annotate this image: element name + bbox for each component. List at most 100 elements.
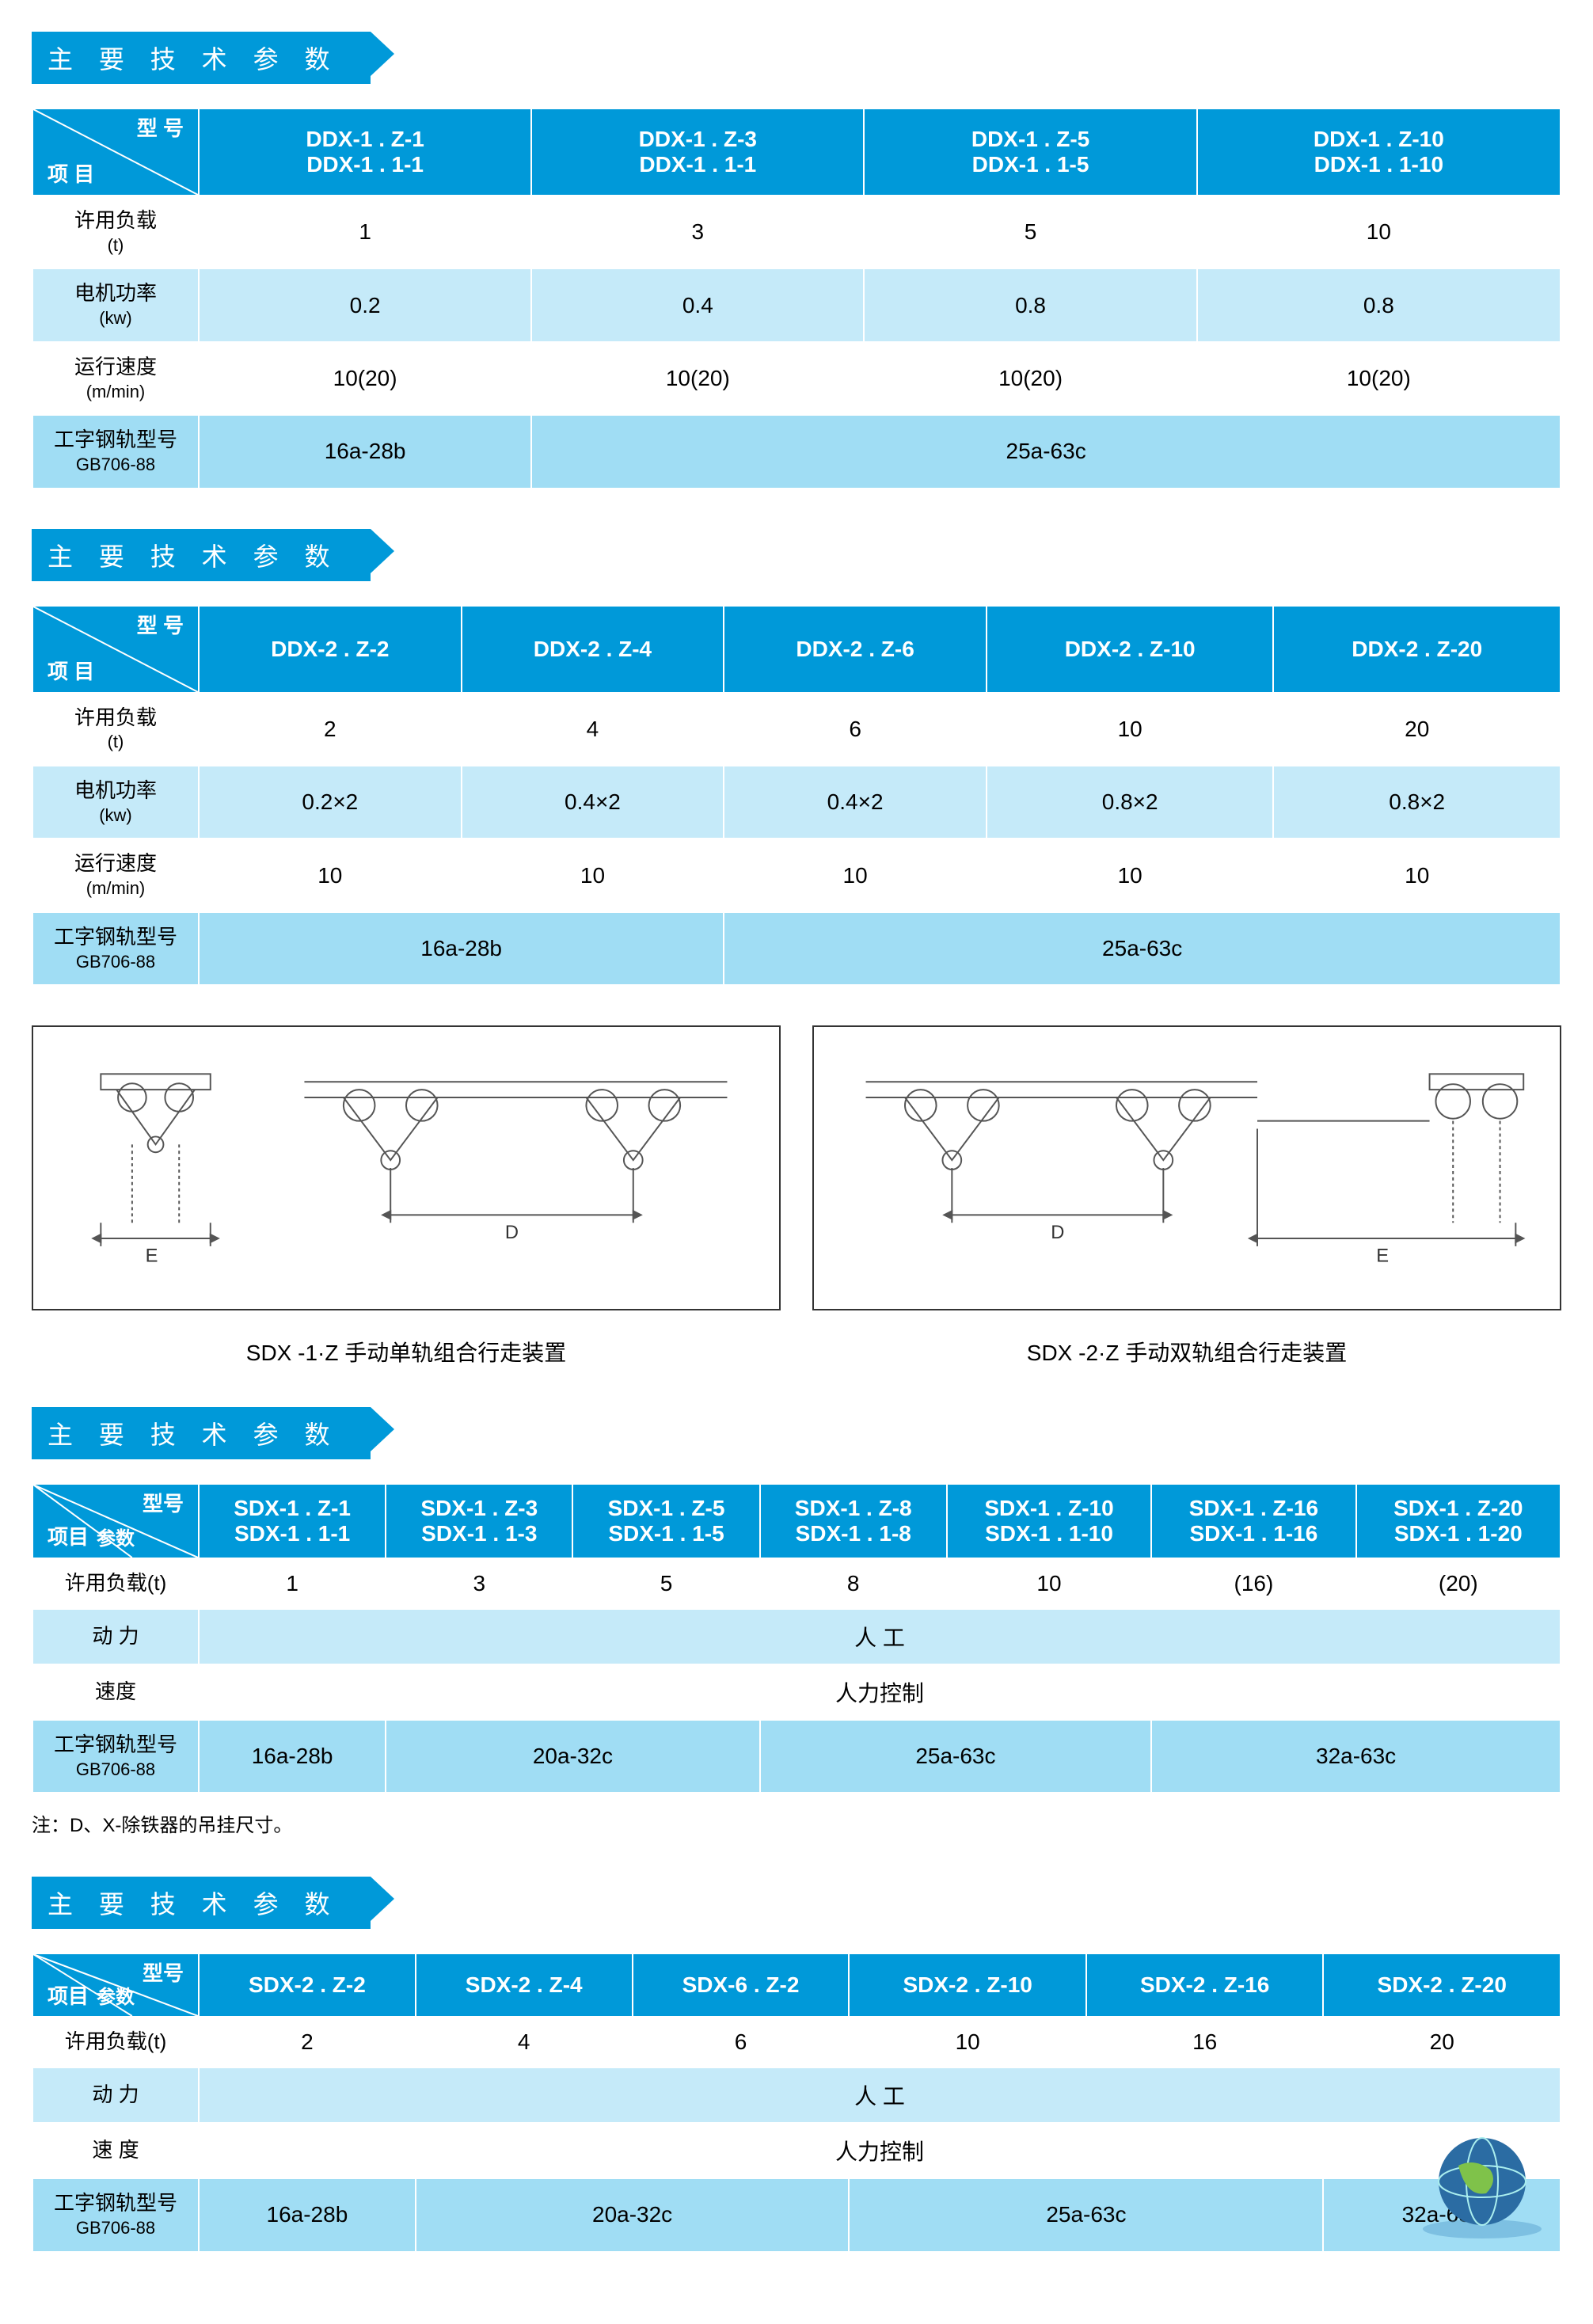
cell: 0.4×2 bbox=[462, 766, 724, 839]
spec-table-1: 型 号 项 目 DDX-1 . Z-1DDX-1 . 1-1 DDX-1 . Z… bbox=[32, 108, 1561, 489]
section-title-2: 主 要 技 术 参 数 bbox=[32, 529, 371, 581]
cell: 1 bbox=[199, 196, 531, 268]
param-label: 速 度 bbox=[32, 2123, 199, 2178]
param-label: 工字钢轨型号GB706-88 bbox=[32, 912, 199, 985]
col-header: SDX-1 . Z-5SDX-1 . 1-5 bbox=[572, 1484, 759, 1558]
cell: 16a-28b bbox=[199, 1720, 386, 1793]
cell: 32a-63c bbox=[1151, 1720, 1561, 1793]
cell: 10 bbox=[987, 693, 1274, 766]
cell: 2 bbox=[199, 693, 462, 766]
cell: 10(20) bbox=[531, 342, 864, 415]
diag-top-label: 型 号 bbox=[137, 116, 184, 143]
cell: 0.2×2 bbox=[199, 766, 462, 839]
cell: 10 bbox=[849, 2017, 1086, 2067]
cell: 人力控制 bbox=[199, 1664, 1561, 1720]
cell: 4 bbox=[416, 2017, 633, 2067]
diag-mid-label: 参数 bbox=[97, 1985, 135, 2010]
cell: 0.8×2 bbox=[1273, 766, 1561, 839]
cell: 0.8 bbox=[864, 268, 1196, 341]
cell: 10 bbox=[724, 839, 987, 911]
cell: 4 bbox=[462, 693, 724, 766]
col-header: SDX-1 . Z-20SDX-1 . 1-20 bbox=[1356, 1484, 1561, 1558]
cell: 20a-32c bbox=[416, 2178, 850, 2251]
param-label: 电机功率(kw) bbox=[32, 766, 199, 839]
col-header: SDX-1 . Z-1SDX-1 . 1-1 bbox=[199, 1484, 386, 1558]
cell: 10(20) bbox=[199, 342, 531, 415]
col-header: SDX-1 . Z-10SDX-1 . 1-10 bbox=[947, 1484, 1151, 1558]
param-label: 运行速度(m/min) bbox=[32, 839, 199, 911]
cell: 0.2 bbox=[199, 268, 531, 341]
cell: 0.8 bbox=[1197, 268, 1561, 341]
cell: 5 bbox=[864, 196, 1196, 268]
col-header: DDX-2 . Z-4 bbox=[462, 606, 724, 693]
cell: 10 bbox=[947, 1558, 1151, 1609]
cell: 16a-28b bbox=[199, 415, 531, 488]
svg-text:E: E bbox=[146, 1246, 158, 1267]
col-header: DDX-1 . Z-5DDX-1 . 1-5 bbox=[864, 108, 1196, 196]
col-header: SDX-6 . Z-2 bbox=[633, 1953, 850, 2017]
col-header: DDX-1 . Z-3DDX-1 . 1-1 bbox=[531, 108, 864, 196]
diagram-caption-right: SDX -2·Z 手动双轨组合行走装置 bbox=[812, 1336, 1561, 1367]
col-header: SDX-2 . Z-10 bbox=[849, 1953, 1086, 2017]
diagram-left: E D bbox=[32, 1025, 781, 1310]
cell: 2 bbox=[199, 2017, 416, 2067]
globe-icon bbox=[1419, 2118, 1545, 2245]
col-header: DDX-2 . Z-20 bbox=[1273, 606, 1561, 693]
cell: 1 bbox=[199, 1558, 386, 1609]
cell: 10(20) bbox=[1197, 342, 1561, 415]
param-label: 速度 bbox=[32, 1664, 199, 1720]
cell: 0.8×2 bbox=[987, 766, 1274, 839]
col-header: DDX-2 . Z-6 bbox=[724, 606, 987, 693]
cell: 25a-63c bbox=[849, 2178, 1323, 2251]
diag-top-label: 型号 bbox=[143, 1491, 184, 1518]
param-label: 工字钢轨型号GB706-88 bbox=[32, 415, 199, 488]
col-header: DDX-1 . Z-10DDX-1 . 1-10 bbox=[1197, 108, 1561, 196]
cell: 0.4 bbox=[531, 268, 864, 341]
diag-header: 型 号 项 目 bbox=[32, 606, 199, 693]
footnote: 注：D、X-除铁器的吊挂尺寸。 bbox=[32, 1809, 1561, 1837]
col-header: SDX-1 . Z-16SDX-1 . 1-16 bbox=[1151, 1484, 1355, 1558]
param-label: 工字钢轨型号GB706-88 bbox=[32, 1720, 199, 1793]
cell: 3 bbox=[386, 1558, 572, 1609]
cell: 20a-32c bbox=[386, 1720, 759, 1793]
cell: 25a-63c bbox=[760, 1720, 1152, 1793]
cell: 3 bbox=[531, 196, 864, 268]
svg-text:E: E bbox=[1376, 1246, 1389, 1267]
cell: 16a-28b bbox=[199, 912, 724, 985]
section-title-4: 主 要 技 术 参 数 bbox=[32, 1877, 371, 1929]
cell: (16) bbox=[1151, 1558, 1355, 1609]
spec-table-3: 型号 项目 参数 SDX-1 . Z-1SDX-1 . 1-1 SDX-1 . … bbox=[32, 1483, 1561, 1793]
cell: (20) bbox=[1356, 1558, 1561, 1609]
diagrams-row: E D bbox=[32, 1025, 1561, 1310]
param-label: 许用负载(t) bbox=[32, 693, 199, 766]
diag-header: 型号 项目 参数 bbox=[32, 1953, 199, 2017]
cell: 16a-28b bbox=[199, 2178, 416, 2251]
col-header: DDX-2 . Z-2 bbox=[199, 606, 462, 693]
cell: 6 bbox=[724, 693, 987, 766]
cell: 8 bbox=[760, 1558, 947, 1609]
param-label: 动 力 bbox=[32, 2067, 199, 2123]
col-header: DDX-1 . Z-1DDX-1 . 1-1 bbox=[199, 108, 531, 196]
diag-bot-label: 项目 bbox=[48, 1984, 89, 2010]
svg-text:D: D bbox=[505, 1223, 519, 1243]
cell: 人 工 bbox=[199, 2067, 1561, 2123]
cell: 人力控制 bbox=[199, 2123, 1561, 2178]
diag-bot-label: 项目 bbox=[48, 1524, 89, 1551]
col-header: SDX-1 . Z-8SDX-1 . 1-8 bbox=[760, 1484, 947, 1558]
cell: 5 bbox=[572, 1558, 759, 1609]
col-header: SDX-2 . Z-2 bbox=[199, 1953, 416, 2017]
param-label: 工字钢轨型号GB706-88 bbox=[32, 2178, 199, 2251]
cell: 0.4×2 bbox=[724, 766, 987, 839]
diagram-caption-left: SDX -1·Z 手动单轨组合行走装置 bbox=[32, 1336, 781, 1367]
section-title-1: 主 要 技 术 参 数 bbox=[32, 32, 371, 84]
param-label: 动 力 bbox=[32, 1609, 199, 1664]
param-label: 电机功率(kw) bbox=[32, 268, 199, 341]
param-label: 许用负载(t) bbox=[32, 2017, 199, 2067]
cell: 10(20) bbox=[864, 342, 1196, 415]
diag-mid-label: 参数 bbox=[97, 1527, 135, 1551]
diagram-right: D E bbox=[812, 1025, 1561, 1310]
diag-bot-label: 项 目 bbox=[48, 659, 94, 686]
spec-table-4: 型号 项目 参数 SDX-2 . Z-2 SDX-2 . Z-4 SDX-6 .… bbox=[32, 1953, 1561, 2252]
cell: 6 bbox=[633, 2017, 850, 2067]
col-header: SDX-2 . Z-4 bbox=[416, 1953, 633, 2017]
